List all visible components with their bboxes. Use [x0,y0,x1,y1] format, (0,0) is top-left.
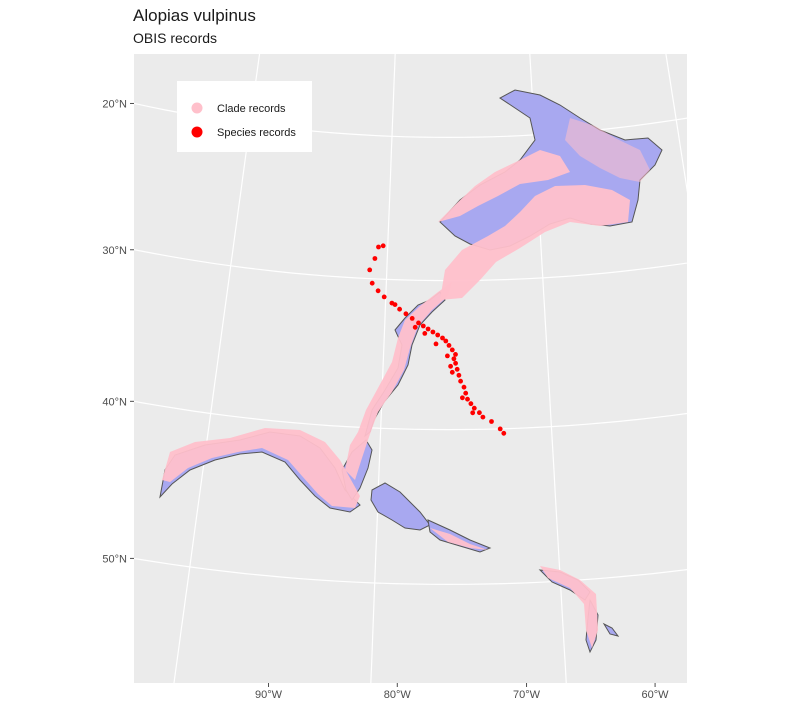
species-point [380,243,386,249]
species-point [456,372,462,378]
legend-species-label: Species records [217,127,296,139]
species-point [381,294,387,300]
x-tick-label: 90°W [255,689,283,701]
y-tick-label: 40°N [102,396,127,408]
species-point [480,414,486,420]
y-tick-label: 50°N [102,553,127,565]
species-point [501,430,507,436]
species-point [440,335,445,341]
species-point [443,338,449,344]
species-point [497,426,503,432]
species-point [397,306,402,312]
species-point [465,396,470,402]
species-point [420,323,426,329]
species-point [449,369,455,375]
species-point [425,326,431,332]
species-point [470,410,476,416]
species-point [392,302,398,307]
species-point [435,332,441,338]
legend-box [177,81,312,152]
species-point [449,347,455,353]
species-point [409,316,415,321]
species-point [461,384,467,390]
parallel-line [134,102,687,139]
species-point [416,320,421,326]
species-point [403,311,409,317]
species-point [430,329,436,335]
legend-species-key [191,126,203,138]
species-point [412,324,418,330]
parallel-line [134,557,687,586]
legend-clade-key [191,102,203,114]
species-point [453,360,458,366]
species-point [448,363,453,369]
x-tick-label: 70°W [513,689,541,701]
species-point [451,356,457,362]
species-point [376,244,381,250]
species-point [375,288,381,294]
clade-records [162,118,650,648]
meridian-line [749,0,787,708]
species-point [489,419,494,424]
chart-title: Alopias vulpinus [133,6,256,25]
species-point [453,352,458,357]
parallel-line [134,400,687,431]
species-point [422,331,428,336]
species-point [463,390,469,396]
x-tick-label: 60°W [642,689,670,701]
meridian-line [370,54,396,683]
species-point [454,366,460,372]
y-tick-label: 30°N [102,245,127,257]
species-point [433,341,439,347]
meridian-line [173,54,261,683]
species-point [471,405,477,411]
species-point [372,256,378,261]
species-records [367,243,507,436]
x-tick-label: 80°W [384,689,412,701]
species-point [369,280,375,286]
species-point [445,353,450,359]
meridian-line [529,54,567,683]
axis-ticks: 90°W80°W70°W60°W50°N40°N30°N20°N10°N [102,98,670,701]
species-point [460,395,465,401]
chart-subtitle: OBIS records [133,30,218,46]
legend-clade-label: Clade records [217,103,286,115]
species-point [468,401,474,407]
species-point [458,378,463,384]
species-point [477,410,482,416]
y-tick-label: 20°N [102,98,127,110]
species-point [367,267,373,273]
species-point [446,343,452,348]
